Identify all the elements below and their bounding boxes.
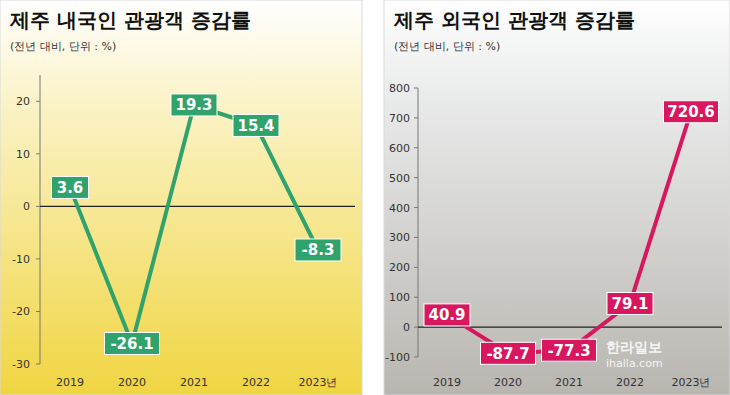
data-label-text: 40.9 xyxy=(428,306,465,324)
y-axis xyxy=(40,75,41,364)
y-tick xyxy=(414,177,418,178)
data-label-box xyxy=(295,239,341,261)
panel-background xyxy=(0,0,362,395)
data-label-text: -87.7 xyxy=(486,345,529,363)
y-tick-label: 700 xyxy=(389,112,410,125)
x-tick-label: 2021 xyxy=(180,376,208,389)
x-tick-label: 2023년 xyxy=(672,376,711,389)
y-axis xyxy=(418,88,419,357)
data-label-text: 15.4 xyxy=(237,117,274,135)
y-tick xyxy=(36,258,40,259)
series-line xyxy=(447,112,691,354)
x-tick-label: 2021 xyxy=(555,376,583,389)
data-label-text: -26.1 xyxy=(110,335,153,353)
y-tick xyxy=(414,147,418,148)
x-tick-label: 2023년 xyxy=(299,376,338,389)
data-label: -87.7 xyxy=(481,342,536,364)
data-label: 15.4 xyxy=(233,114,279,136)
data-label-box xyxy=(52,176,89,198)
data-label-box xyxy=(424,304,470,326)
marks xyxy=(70,105,318,344)
data-label: -77.3 xyxy=(542,339,597,361)
x-tick-label: 2022 xyxy=(616,376,644,389)
y-tick-label: -100 xyxy=(385,351,410,364)
y-tick xyxy=(36,364,40,365)
data-label: -26.1 xyxy=(105,333,160,355)
data-label-box xyxy=(481,342,536,364)
data-label-box xyxy=(171,94,217,116)
x-tick-label: 2019 xyxy=(433,376,461,389)
data-label-box xyxy=(233,114,279,136)
data-label-box xyxy=(664,101,719,123)
y-tick xyxy=(36,101,40,102)
data-label-text: 79.1 xyxy=(611,295,648,313)
data-label: 40.9 xyxy=(424,304,470,326)
y-tick-label: 0 xyxy=(23,200,30,213)
panel-background xyxy=(384,0,730,395)
zero-line xyxy=(40,206,355,207)
y-tick-label: 400 xyxy=(389,202,410,215)
y-tick xyxy=(414,327,418,328)
y-tick xyxy=(36,206,40,207)
y-tick-label: -30 xyxy=(12,358,30,371)
panel: 제주 외국인 관광객 증감률 (전년 대비, 단위 : %) -100 0 100 200… xyxy=(384,0,730,395)
y-tick-label: 300 xyxy=(389,231,410,244)
title: 제주 외국인 관광객 증감률 xyxy=(393,8,635,32)
y-tick xyxy=(414,357,418,358)
y-tick-label: 800 xyxy=(389,82,410,95)
chart-root: 제주 내국인 관광객 증감률(전년 대비, 단위 : %)-30-20-1001… xyxy=(0,0,730,395)
data-label: 19.3 xyxy=(171,94,217,116)
y-tick xyxy=(414,237,418,238)
data-label: 3.6 xyxy=(52,176,89,198)
x-tick-label: 2020 xyxy=(118,376,146,389)
data-label-box xyxy=(607,292,653,314)
y-tick xyxy=(414,267,418,268)
watermark-url: ihalla.com xyxy=(606,357,663,370)
data-label-text: -8.3 xyxy=(302,241,335,259)
title: 제주 내국인 관광객 증감률 xyxy=(9,8,251,32)
y-tick-label: 100 xyxy=(389,291,410,304)
data-label: 720.6 xyxy=(664,101,719,123)
subtitle: (전년 대비, 단위 : %) xyxy=(10,40,116,53)
data-label-text: -77.3 xyxy=(547,342,590,360)
data-label: -8.3 xyxy=(295,239,341,261)
y-tick-label: 500 xyxy=(389,172,410,185)
y-tick-label: -20 xyxy=(12,305,30,318)
data-label-text: 3.6 xyxy=(57,179,84,197)
series-line xyxy=(70,105,318,344)
data-label-box xyxy=(105,333,160,355)
y-tick-label: 0 xyxy=(403,321,410,334)
y-tick-label: -10 xyxy=(12,253,30,266)
y-tick xyxy=(36,311,40,312)
x-tick-label: 2022 xyxy=(242,376,270,389)
y-tick xyxy=(36,153,40,154)
y-tick-label: 20 xyxy=(16,95,30,108)
marks xyxy=(447,112,691,354)
data-label-box xyxy=(542,339,597,361)
data-label-text: 720.6 xyxy=(667,103,714,121)
y-tick-label: 200 xyxy=(389,261,410,274)
x-tick-label: 2019 xyxy=(56,376,84,389)
y-tick xyxy=(414,88,418,89)
panel: 제주 내국인 관광객 증감률 (전년 대비, 단위 : %) -30 -20 -10 0 1… xyxy=(0,0,362,395)
data-label-text: 19.3 xyxy=(175,96,212,114)
watermark: 한라일보 xyxy=(606,339,662,355)
x-tick-label: 2020 xyxy=(494,376,522,389)
y-tick xyxy=(414,207,418,208)
y-tick xyxy=(414,297,418,298)
y-tick-label: 10 xyxy=(16,148,30,161)
data-label: 79.1 xyxy=(607,292,653,314)
y-tick-label: 600 xyxy=(389,142,410,155)
y-tick xyxy=(414,117,418,118)
subtitle: (전년 대비, 단위 : %) xyxy=(394,40,500,53)
